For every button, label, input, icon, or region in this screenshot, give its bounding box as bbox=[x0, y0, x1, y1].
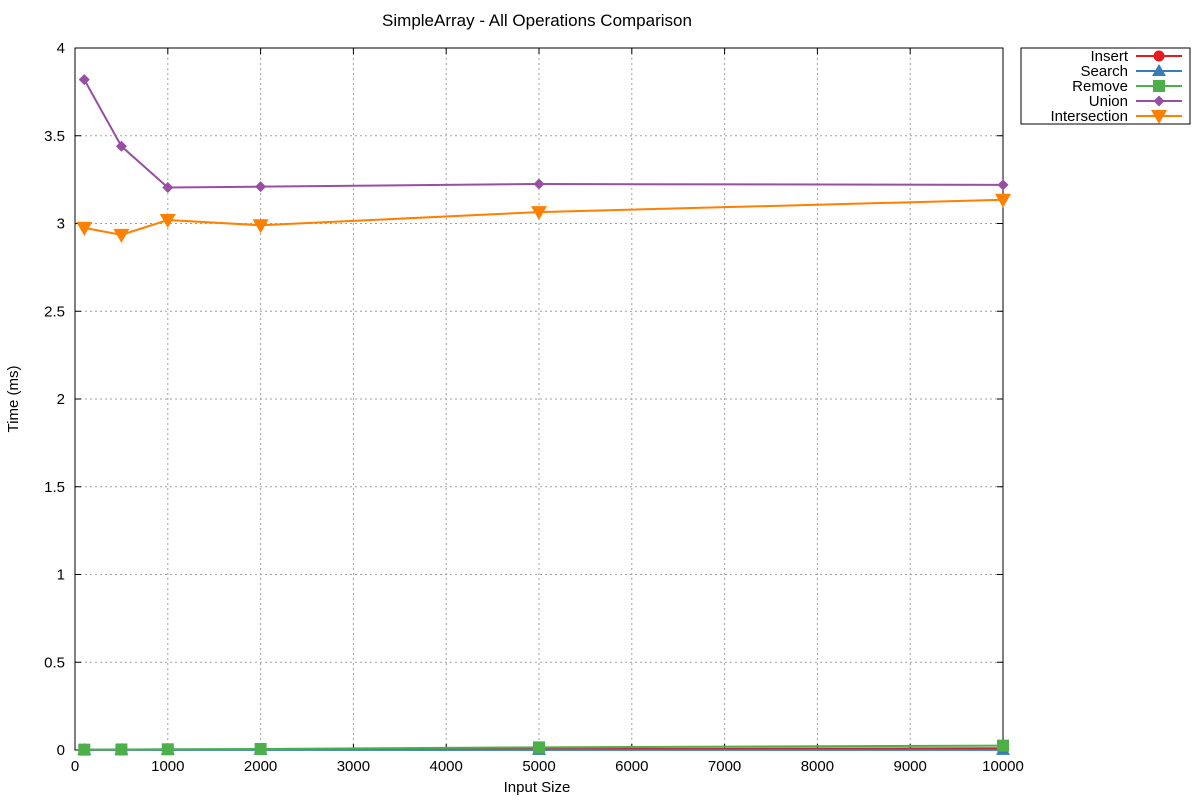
legend-marker-union bbox=[1153, 95, 1165, 107]
y-tick-label: 0 bbox=[57, 742, 65, 759]
data-point-remove bbox=[997, 739, 1009, 752]
y-tick-label: 3 bbox=[57, 216, 65, 233]
x-tick-label: 9000 bbox=[894, 758, 927, 775]
data-point-remove bbox=[254, 742, 267, 755]
legend-marker-insert bbox=[1153, 50, 1165, 62]
legend-label-union: Union bbox=[1089, 93, 1128, 110]
x-tick-label: 2000 bbox=[244, 758, 277, 775]
legend-label-search: Search bbox=[1080, 63, 1128, 80]
data-point-union bbox=[78, 74, 90, 86]
data-point-intersection bbox=[76, 221, 93, 236]
series-group bbox=[76, 74, 1011, 756]
x-tick-label: 4000 bbox=[430, 758, 463, 775]
data-point-union bbox=[255, 181, 267, 193]
data-point-remove bbox=[115, 743, 128, 756]
data-point-intersection bbox=[995, 193, 1011, 208]
data-point-union bbox=[533, 178, 545, 190]
grid bbox=[75, 48, 1003, 750]
data-point-intersection bbox=[159, 213, 176, 228]
data-point-remove bbox=[161, 743, 174, 756]
legend-marker-intersection bbox=[1151, 110, 1167, 124]
y-tick-label: 4 bbox=[57, 40, 65, 57]
data-point-remove bbox=[78, 743, 91, 756]
x-tick-label: 1000 bbox=[151, 758, 184, 775]
y-axis-ticks: 0 0.5 1 1.5 2 2.5 3 3.5 4 bbox=[44, 40, 1003, 759]
x-axis-label: Input Size bbox=[504, 779, 571, 796]
legend-item-remove: Remove bbox=[1072, 78, 1182, 95]
x-tick-label: 10000 bbox=[982, 758, 1024, 775]
x-tick-label: 7000 bbox=[708, 758, 741, 775]
series-line-intersection bbox=[84, 198, 1004, 236]
x-tick-label: 8000 bbox=[801, 758, 834, 775]
data-point-union bbox=[115, 140, 127, 152]
y-tick-label: 2 bbox=[57, 391, 65, 408]
data-point-intersection bbox=[531, 206, 547, 221]
legend-item-intersection: Intersection bbox=[1050, 108, 1182, 125]
data-point-intersection bbox=[252, 219, 269, 234]
x-tick-label: 6000 bbox=[615, 758, 648, 775]
series-line-remove bbox=[84, 744, 1004, 751]
x-tick-label: 3000 bbox=[337, 758, 370, 775]
y-tick-label: 2.5 bbox=[44, 303, 65, 320]
x-tick-label: 5000 bbox=[522, 758, 555, 775]
y-tick-label: 1 bbox=[57, 567, 65, 584]
data-point-intersection bbox=[113, 228, 130, 243]
legend-label-intersection: Intersection bbox=[1050, 108, 1128, 125]
legend-item-union: Union bbox=[1089, 93, 1182, 110]
legend-frame bbox=[1020, 47, 1191, 125]
series-remove bbox=[78, 739, 1009, 756]
legend-item-search: Search bbox=[1080, 63, 1182, 80]
y-axis-label: Time (ms) bbox=[5, 366, 22, 433]
legend-label-insert: Insert bbox=[1090, 48, 1128, 65]
legend-marker-search bbox=[1152, 64, 1166, 76]
x-tick-label: 0 bbox=[71, 758, 79, 775]
series-intersection bbox=[76, 193, 1011, 243]
series-line-union bbox=[83, 79, 1004, 189]
y-tick-label: 1.5 bbox=[44, 479, 65, 496]
y-tick-label: 3.5 bbox=[44, 128, 65, 145]
data-point-union bbox=[997, 179, 1009, 191]
series-union bbox=[78, 74, 1009, 194]
y-tick-label: 0.5 bbox=[44, 654, 65, 671]
chart-title: SimpleArray - All Operations Comparison bbox=[382, 11, 692, 30]
legend-label-remove: Remove bbox=[1072, 78, 1128, 95]
legend-marker-remove bbox=[1153, 80, 1165, 92]
x-axis-ticks: 0 1000 2000 3000 4000 5000 6000 7000 8000 9000 100… bbox=[71, 48, 1024, 775]
legend-item-insert: Insert bbox=[1090, 48, 1182, 65]
data-point-union bbox=[162, 182, 174, 194]
data-point-remove bbox=[533, 741, 545, 754]
